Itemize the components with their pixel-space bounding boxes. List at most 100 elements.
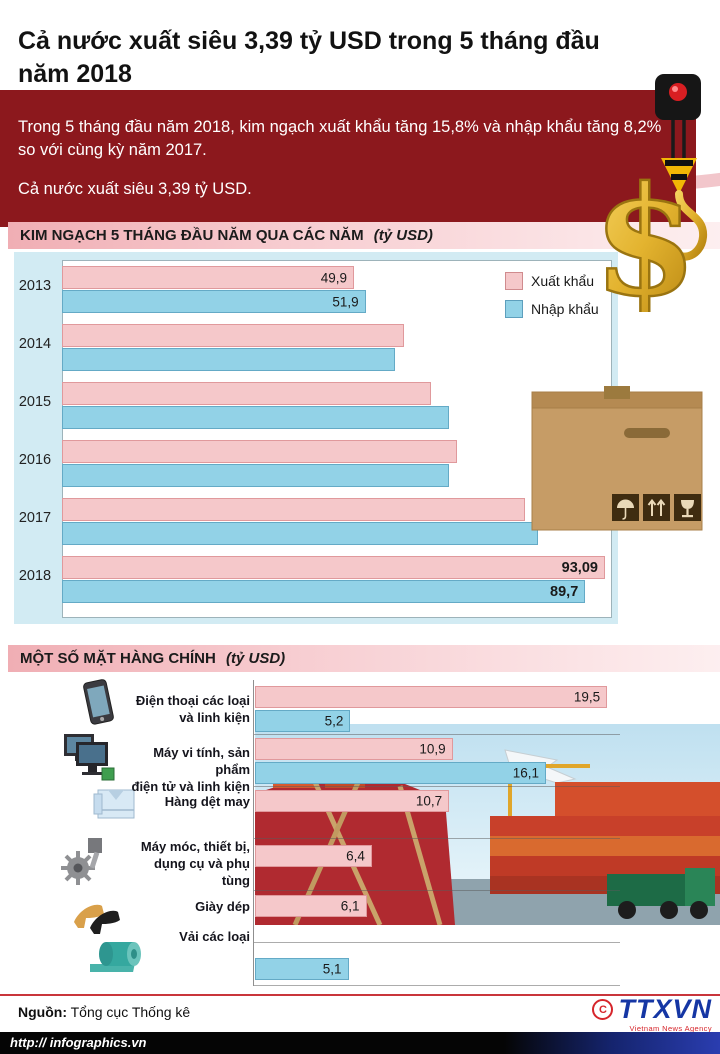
crane-dollar-graphic: $: [592, 74, 708, 312]
bar-value-label: 5,2: [324, 713, 344, 729]
chart1-title: KIM NGẠCH 5 THÁNG ĐẦU NĂM QUA CÁC NĂM: [20, 227, 364, 244]
textile-shirt-icon: [93, 789, 135, 819]
item-label-machinery: Máy móc, thiết bị, dụng cụ và phụ tùng: [126, 838, 250, 889]
footer-rule: [0, 994, 720, 996]
import-bar-2013: 51,9: [62, 290, 366, 313]
label-line: và linh kiện: [179, 710, 250, 725]
ttxvn-subtitle: Vietnam News Agency: [629, 1024, 712, 1033]
chart2-header: MỘT SỐ MẶT HÀNG CHÍNH (tỷ USD): [8, 645, 720, 672]
chart1-row-2013: 49,9 51,9: [62, 266, 610, 313]
containers: [490, 764, 720, 894]
label-line: Giày dép: [195, 899, 250, 914]
bar-value-label: 5,1: [322, 961, 342, 977]
label-line: Vải các loại: [179, 929, 250, 944]
row-separator: [253, 838, 620, 839]
bar-value-label: 6,4: [346, 848, 365, 864]
year-label-2013: 2013: [18, 278, 52, 294]
import-value-label-2013: 51,9: [332, 294, 359, 309]
bar-value-label: 10,9: [419, 741, 446, 757]
import-bar-fabric: 5,1: [255, 958, 349, 980]
chart1-unit: (tỷ USD): [373, 227, 433, 244]
year-label-2015: 2015: [18, 394, 52, 410]
bar-track: 5,1: [255, 958, 620, 980]
export-bar-2015: [62, 382, 432, 405]
bar-value-label: 6,1: [340, 898, 360, 914]
row-separator: [253, 734, 620, 735]
row-separator: [253, 942, 620, 943]
infographics-url[interactable]: http:// infographics.vn: [10, 1035, 147, 1050]
bar-track: 6,4: [255, 845, 620, 867]
item-label-footwear: Giày dép: [126, 898, 250, 915]
label-line: điện tử và linh kiện: [131, 779, 251, 794]
chart1-row-2014: [62, 324, 610, 371]
bottom-bar: http:// infographics.vn: [0, 1032, 720, 1054]
label-line: Máy móc, thiết bị,: [140, 839, 250, 854]
label-line: Máy vi tính, sản phẩm: [153, 745, 250, 777]
row-separator: [253, 890, 620, 891]
label-line: Hàng dệt may: [164, 794, 250, 809]
ttxvn-wordmark: TTXVN: [618, 994, 712, 1024]
import-bar-computers: 16,1: [255, 762, 547, 784]
export-swatch-icon: [505, 272, 523, 290]
chart2-title: MỘT SỐ MẶT HÀNG CHÍNH: [20, 650, 216, 667]
label-line: dụng cụ và phụ tùng: [153, 856, 250, 888]
import-bar-2017: [62, 522, 538, 545]
chart2-axis-line: [253, 680, 254, 986]
import-bar-2015: [62, 406, 449, 429]
bar-value-label: 16,1: [512, 765, 540, 781]
export-bar-2013: 49,9: [62, 266, 354, 289]
legend-import: Nhập khẩu: [505, 300, 599, 318]
import-value-label-2018: 89,7: [550, 583, 579, 600]
bar-track: 10,9: [255, 738, 620, 760]
port-photo: [255, 724, 720, 925]
import-swatch-icon: [505, 300, 523, 318]
item-label-fabric: Vải các loại: [126, 928, 250, 945]
import-bar-2018: 89,7: [62, 580, 586, 603]
chart2-baseline: [253, 985, 620, 986]
bar-track: 5,2: [255, 710, 620, 732]
export-bar-2014: [62, 324, 404, 347]
item-label-phones: Điện thoại các loại và linh kiện: [126, 692, 250, 726]
export-value-label-2013: 49,9: [320, 270, 347, 285]
page-title: Cả nước xuất siêu 3,39 tỷ USD trong 5 th…: [18, 26, 600, 88]
crane-pulley-icon: [655, 74, 701, 120]
legend-export: Xuất khẩu: [505, 272, 599, 290]
crane-hook-icon: [668, 190, 708, 261]
item-label-computers: Máy vi tính, sản phẩm điện tử và linh ki…: [126, 744, 251, 795]
intro-text-line1: Trong 5 tháng đầu năm 2018, kim ngạch xu…: [18, 117, 662, 159]
intro-banner: Trong 5 tháng đầu năm 2018, kim ngạch xu…: [0, 90, 696, 227]
chart1-row-2017: [62, 498, 610, 545]
container-truck: [607, 868, 715, 919]
intro-text-line2: Cả nước xuất siêu 3,39 tỷ USD.: [18, 180, 252, 199]
copyright-icon: C: [592, 999, 614, 1020]
bar-track: 16,1: [255, 762, 620, 784]
year-label-2014: 2014: [18, 336, 52, 352]
hazard-flag-icon: [661, 158, 697, 194]
import-bar-2016: [62, 464, 450, 487]
ttxvn-logo: C TTXVN Vietnam News Agency: [592, 996, 712, 1033]
source-name: Tổng cục Thống kê: [70, 1004, 191, 1020]
year-label-2018: 2018: [18, 568, 52, 584]
bar-value-label: 10,7: [415, 793, 443, 809]
dollar-sign-icon: $: [593, 154, 697, 312]
import-bar-2014: [62, 348, 395, 371]
chart1-legend: Xuất khẩu Nhập khẩu: [505, 272, 599, 328]
export-bar-machinery: 6,4: [255, 845, 372, 867]
legend-export-label: Xuất khẩu: [531, 273, 595, 289]
cardboard-box-icon: [531, 386, 703, 531]
export-bar-computers: 10,9: [255, 738, 453, 760]
machinery-gear-icon: [61, 838, 102, 885]
chart1-row-2018: 93,09 89,7: [62, 556, 610, 603]
footwear-heels-icon: [74, 904, 120, 934]
export-bar-2018: 93,09: [62, 556, 605, 579]
year-label-2016: 2016: [18, 452, 52, 468]
bar-track: 6,1: [255, 895, 620, 917]
shipping-symbols: [612, 494, 701, 521]
phone-icon: [83, 679, 114, 725]
row-separator: [253, 786, 620, 787]
chart1-header: KIM NGẠCH 5 THÁNG ĐẦU NĂM QUA CÁC NĂM (t…: [8, 222, 720, 249]
chart1-row-2016: [62, 440, 610, 487]
source-prefix: Nguồn:: [18, 1004, 67, 1020]
bar-track: 10,7: [255, 790, 620, 812]
